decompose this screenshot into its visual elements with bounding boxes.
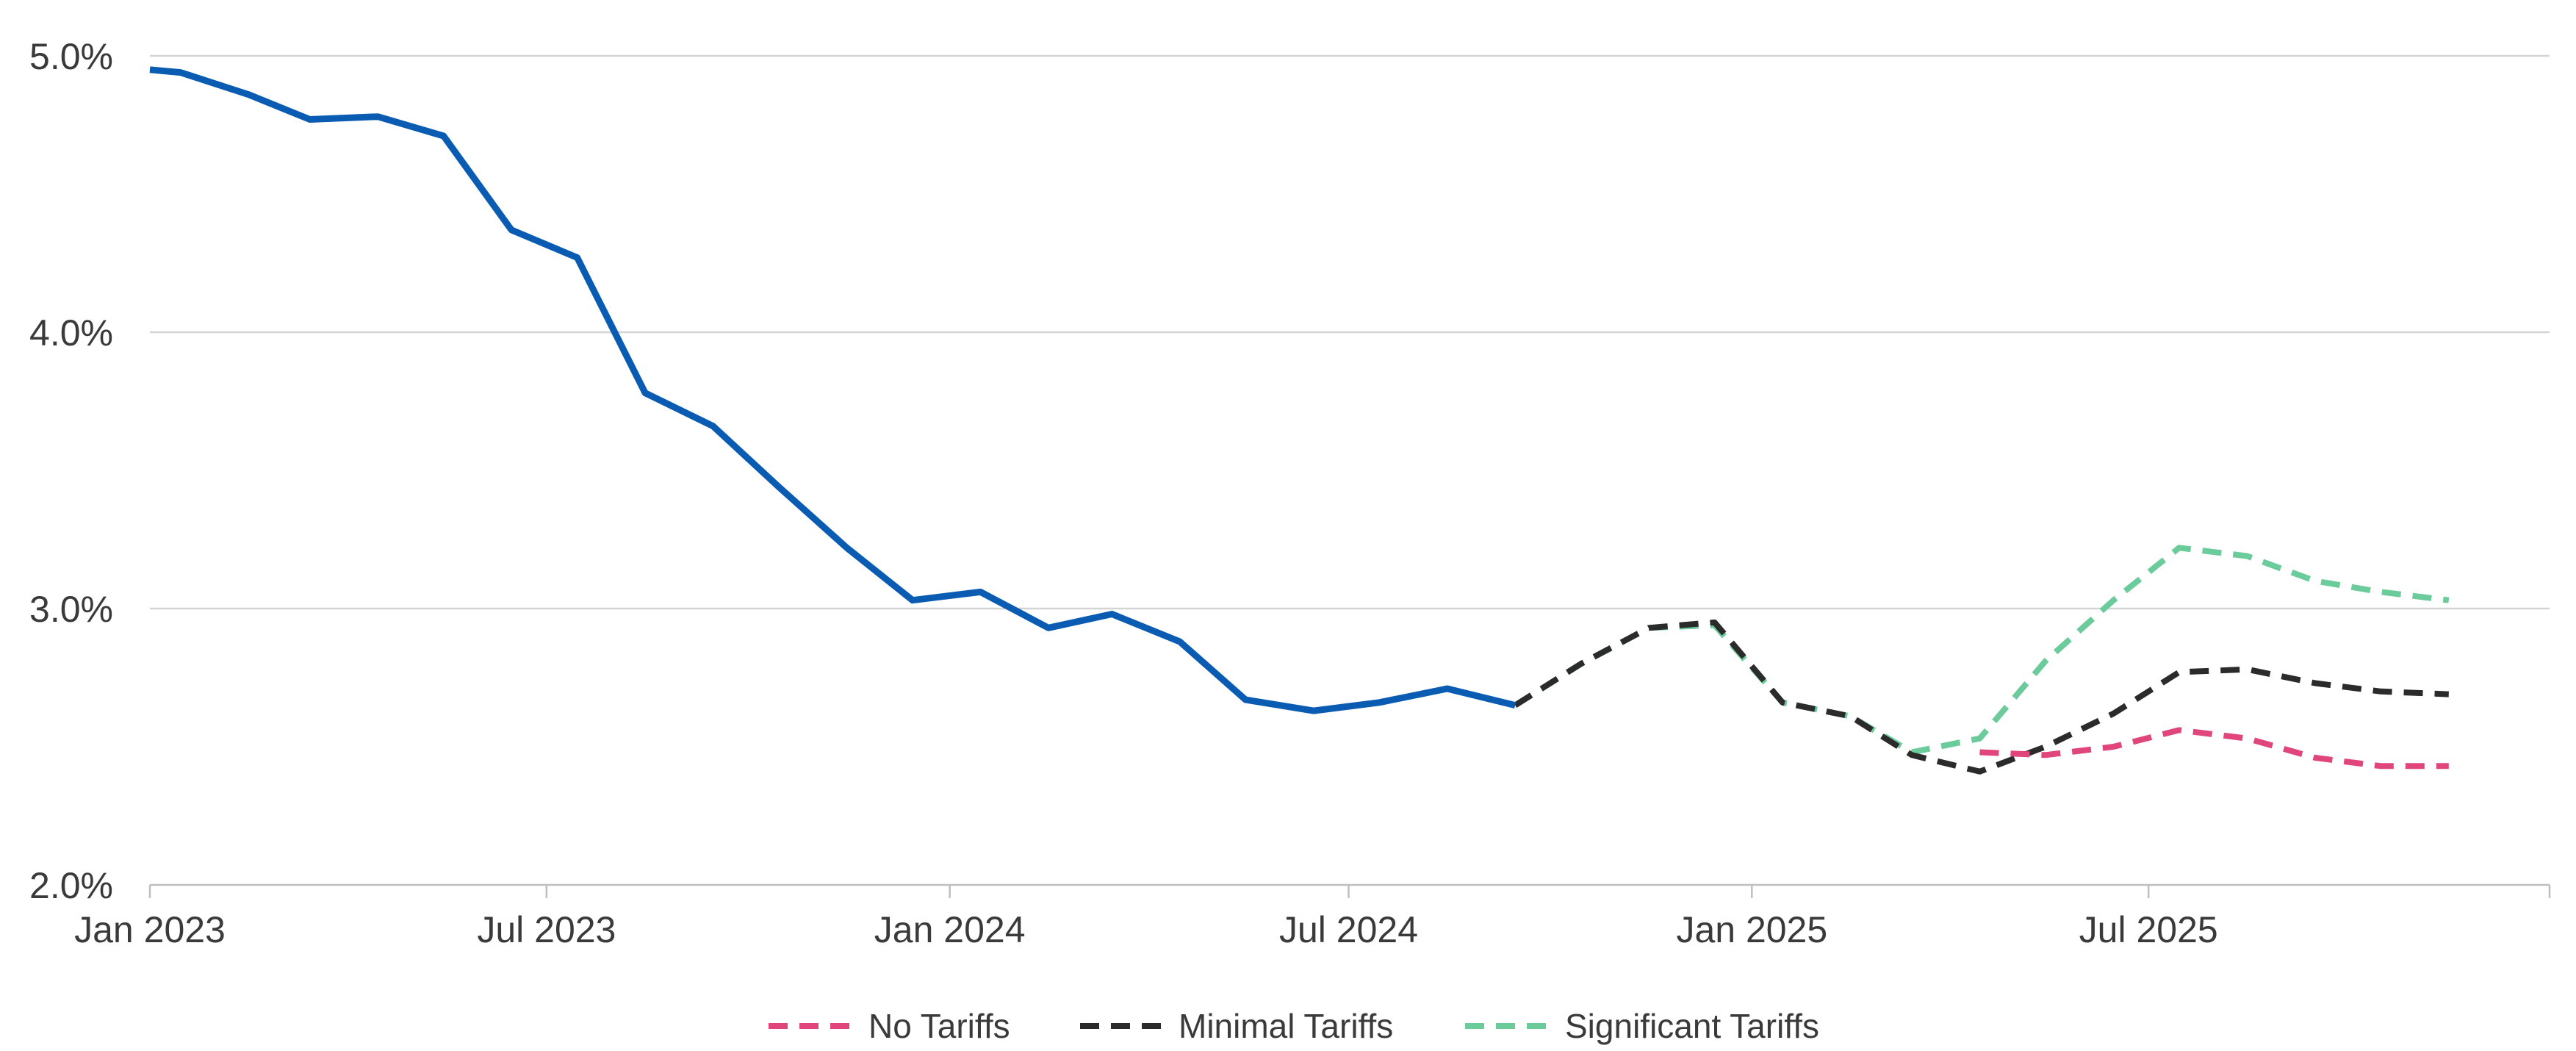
series-line-actual bbox=[149, 66, 1517, 714]
x-tick-label: Jan 2025 bbox=[1676, 909, 1827, 950]
legend-label-minimal-tariffs: Minimal Tariffs bbox=[1179, 1007, 1393, 1045]
x-tick-label: Jul 2025 bbox=[2079, 909, 2218, 950]
y-tick-label: 5.0% bbox=[29, 36, 113, 77]
series-line-no-tariffs bbox=[1979, 727, 2449, 770]
legend-label-no-tariffs: No Tariffs bbox=[868, 1007, 1010, 1045]
x-tick-label: Jul 2023 bbox=[477, 909, 616, 950]
x-axis-ticks: Jan 2023 Jul 2023 Jan 2024 Jul 2024 Jan 2025… bbox=[74, 909, 2218, 950]
y-axis-ticks: 2.0% 3.0% 4.0% 5.0% bbox=[29, 36, 113, 906]
x-tick-label: Jan 2024 bbox=[874, 909, 1026, 950]
x-tick-label: Jan 2023 bbox=[74, 909, 226, 950]
grid-lines bbox=[150, 54, 2550, 610]
legend: No Tariffs Minimal Tariffs Significant Tar… bbox=[769, 1007, 1819, 1045]
y-tick-label: 2.0% bbox=[29, 865, 113, 906]
y-tick-label: 4.0% bbox=[29, 312, 113, 354]
y-tick-label: 3.0% bbox=[29, 589, 113, 630]
legend-label-significant-tariffs: Significant Tariffs bbox=[1565, 1007, 1819, 1045]
x-axis bbox=[148, 883, 2551, 898]
series-line-minimal-tariffs bbox=[1514, 619, 2449, 775]
series-line-significant-tariffs bbox=[1514, 545, 2450, 756]
series-lines bbox=[149, 66, 2450, 775]
x-tick-label: Jul 2024 bbox=[1279, 909, 1418, 950]
